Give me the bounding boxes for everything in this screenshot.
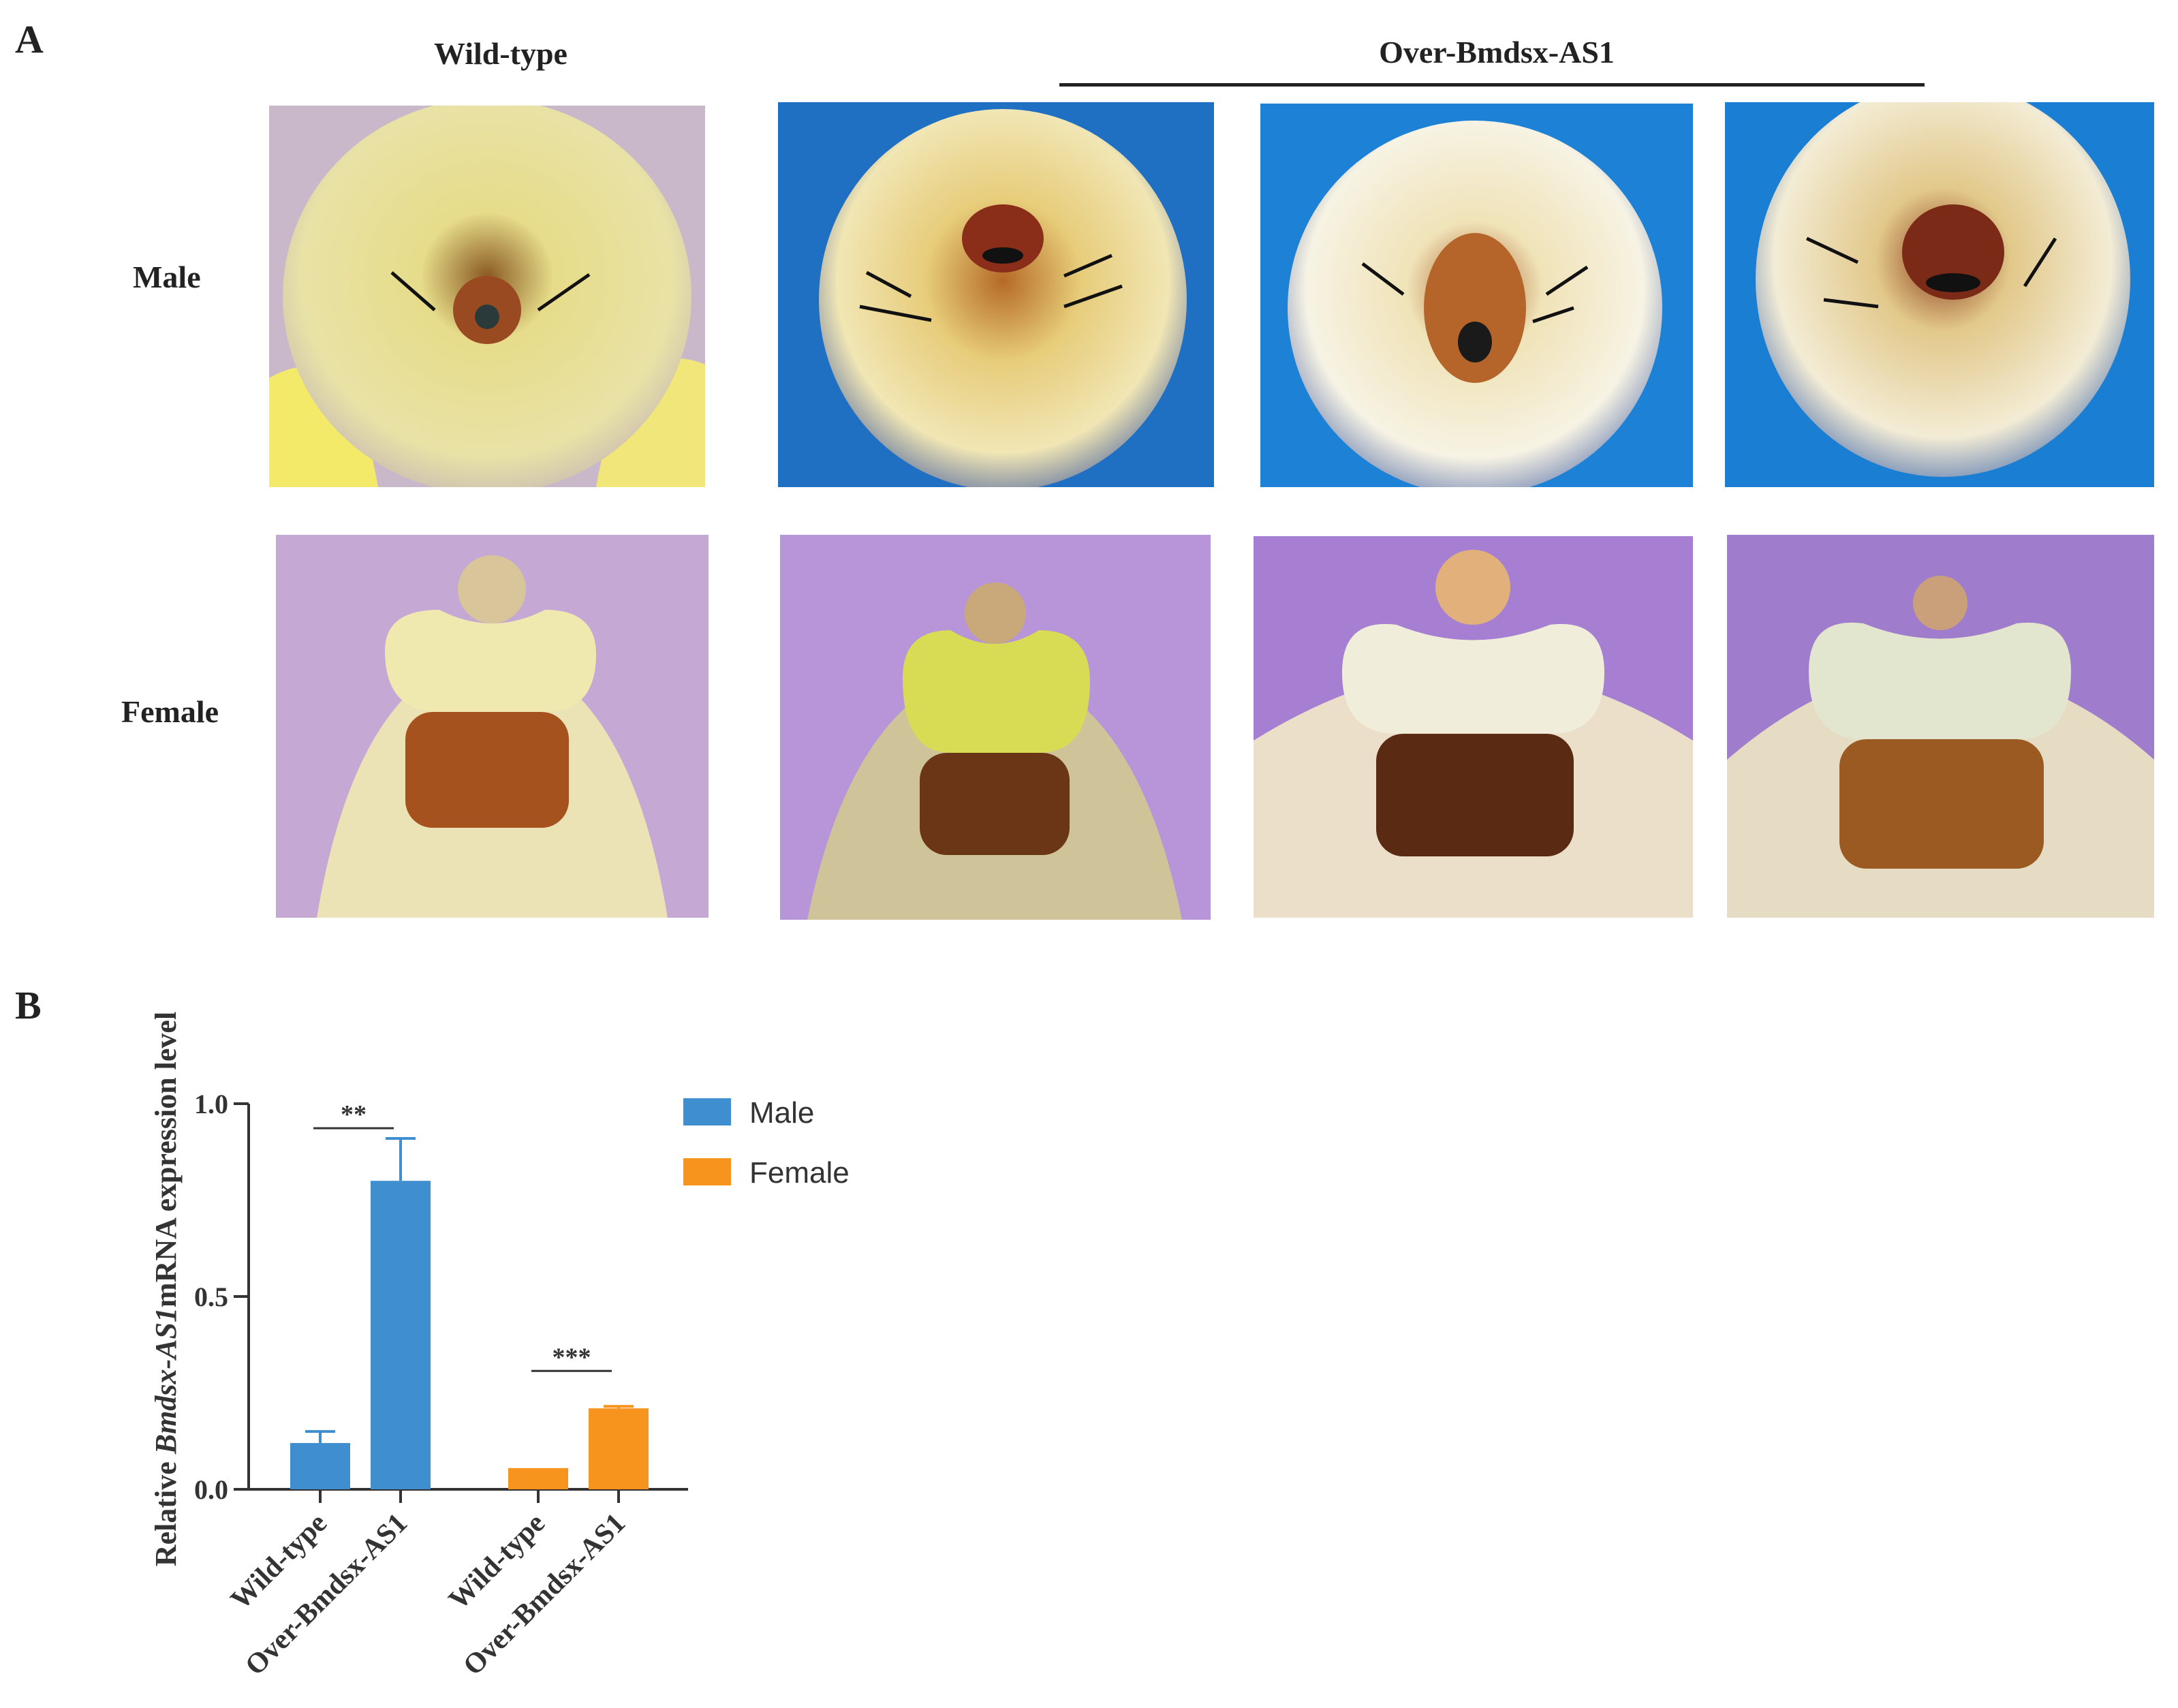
y-axis-label-prefix: Relative bbox=[149, 1454, 183, 1566]
bar-male-over-bmdsx-as1 bbox=[371, 1181, 431, 1489]
bar-female-wild-type bbox=[508, 1468, 568, 1489]
photo-male-wild-type bbox=[269, 106, 705, 487]
panel-b-label: B bbox=[15, 983, 42, 1027]
photo-male-over-1 bbox=[778, 102, 1214, 487]
legend-swatch-female bbox=[683, 1158, 731, 1185]
photo-male-over-2 bbox=[1260, 104, 1693, 487]
legend-label-female: Female bbox=[749, 1156, 850, 1190]
significance-label: ** bbox=[341, 1100, 367, 1129]
y-tick-label: 0.5 bbox=[194, 1282, 228, 1312]
panel-a-label: A bbox=[15, 17, 44, 61]
bar-male-wild-type bbox=[290, 1443, 350, 1489]
photo-female-over-1 bbox=[780, 535, 1211, 920]
y-tick-label: 0.0 bbox=[194, 1474, 228, 1505]
bar-female-over-bmdsx-as1 bbox=[589, 1408, 649, 1489]
y-axis-label: Relative Bmdsx-AS1mRNA expression level bbox=[149, 1012, 183, 1566]
legend-swatch-male bbox=[683, 1098, 731, 1125]
legend-label-male: Male bbox=[749, 1096, 814, 1130]
over-group-bracket-line bbox=[1059, 83, 1925, 87]
photo-female-over-3 bbox=[1727, 535, 2154, 918]
row-heading-female: Female bbox=[121, 694, 219, 729]
significance-label: *** bbox=[553, 1343, 591, 1371]
photo-female-over-2 bbox=[1254, 536, 1693, 918]
column-heading-over-bmdsx-as1: Over-Bmdsx-AS1 bbox=[1379, 35, 1615, 69]
row-heading-male: Male bbox=[133, 260, 201, 294]
y-axis-label-suffix: mRNA expression level bbox=[149, 1012, 183, 1307]
y-axis-label-gene: Bmdsx-AS1 bbox=[149, 1307, 183, 1455]
photo-female-wild-type bbox=[276, 535, 709, 918]
y-tick-label: 1.0 bbox=[194, 1089, 228, 1119]
column-heading-wild-type: Wild-type bbox=[434, 36, 567, 71]
photo-male-over-3 bbox=[1725, 102, 2154, 487]
